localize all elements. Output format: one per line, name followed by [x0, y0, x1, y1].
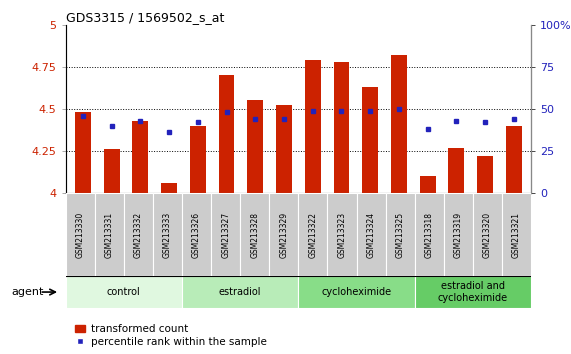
Text: GSM213332: GSM213332: [134, 211, 143, 258]
Bar: [333, 62, 349, 193]
Bar: [219, 75, 235, 193]
Bar: [66, 276, 182, 308]
Text: GSM213323: GSM213323: [337, 211, 347, 258]
Bar: [477, 156, 493, 193]
Bar: [182, 276, 298, 308]
Bar: [124, 193, 153, 276]
Text: GSM213319: GSM213319: [454, 211, 463, 258]
Bar: [448, 148, 464, 193]
Bar: [305, 60, 320, 193]
Bar: [502, 193, 531, 276]
Text: GSM213320: GSM213320: [483, 211, 492, 258]
Text: GSM213322: GSM213322: [308, 212, 317, 257]
Text: estradiol: estradiol: [219, 287, 262, 297]
Text: GSM213329: GSM213329: [279, 211, 288, 258]
Bar: [391, 55, 407, 193]
Text: GSM213324: GSM213324: [367, 211, 376, 258]
Bar: [182, 193, 211, 276]
Bar: [153, 193, 182, 276]
Legend: transformed count, percentile rank within the sample: transformed count, percentile rank withi…: [71, 320, 271, 351]
Text: GSM213326: GSM213326: [192, 211, 201, 258]
Bar: [327, 193, 356, 276]
Text: GSM213331: GSM213331: [105, 211, 114, 258]
Bar: [415, 276, 531, 308]
Bar: [420, 176, 436, 193]
Bar: [356, 193, 385, 276]
Bar: [161, 183, 177, 193]
Bar: [132, 121, 148, 193]
Bar: [298, 193, 327, 276]
Text: GSM213321: GSM213321: [512, 212, 521, 257]
Bar: [240, 193, 270, 276]
Bar: [444, 193, 473, 276]
Text: GSM213330: GSM213330: [76, 211, 85, 258]
Bar: [473, 193, 502, 276]
Text: GSM213328: GSM213328: [250, 212, 259, 257]
Text: GDS3315 / 1569502_s_at: GDS3315 / 1569502_s_at: [66, 11, 224, 24]
Text: agent: agent: [11, 287, 44, 297]
Text: control: control: [107, 287, 140, 297]
Bar: [66, 193, 95, 276]
Bar: [270, 193, 298, 276]
Bar: [211, 193, 240, 276]
Text: GSM213325: GSM213325: [396, 211, 405, 258]
Bar: [385, 193, 415, 276]
Bar: [247, 101, 263, 193]
Text: cycloheximide: cycloheximide: [321, 287, 392, 297]
Bar: [298, 276, 415, 308]
Bar: [190, 126, 206, 193]
Text: estradiol and
cycloheximide: estradiol and cycloheximide: [438, 281, 508, 303]
Bar: [104, 149, 119, 193]
Text: GSM213318: GSM213318: [425, 212, 434, 257]
Bar: [75, 112, 91, 193]
Bar: [276, 105, 292, 193]
Text: GSM213333: GSM213333: [163, 211, 172, 258]
Bar: [95, 193, 124, 276]
Text: GSM213327: GSM213327: [221, 211, 230, 258]
Bar: [362, 87, 378, 193]
Bar: [506, 126, 522, 193]
Bar: [415, 193, 444, 276]
